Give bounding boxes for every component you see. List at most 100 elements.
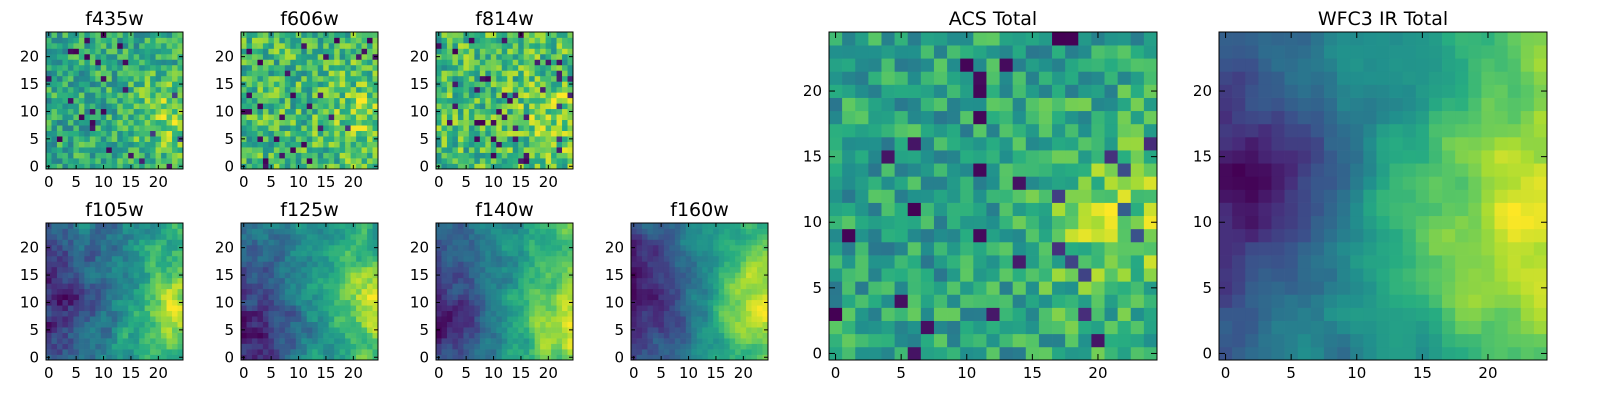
heatmap-cell (139, 158, 145, 164)
heatmap-cell (128, 250, 135, 257)
heatmap-cell (144, 305, 151, 312)
heatmap-cell (702, 327, 709, 333)
heatmap-cell (540, 299, 546, 306)
heatmap-cell (306, 327, 313, 333)
heatmap-cell (680, 244, 687, 251)
heatmap-cell (279, 272, 286, 279)
heatmap-cell (562, 321, 568, 328)
heatmap-cell (172, 266, 178, 273)
heatmap-cell (490, 272, 497, 279)
heatmap-cell (512, 349, 519, 355)
heatmap-cell (133, 338, 140, 344)
heatmap-cell (1052, 346, 1066, 361)
heatmap-cell (301, 86, 308, 93)
heatmap-cell (62, 294, 69, 301)
heatmap-cell (155, 239, 162, 246)
heatmap-cell (279, 103, 286, 110)
heatmap-cell (702, 250, 709, 257)
heatmap-cell (67, 42, 74, 49)
heatmap-cell (474, 327, 481, 333)
heatmap-cell (1038, 320, 1053, 335)
heatmap-cell (67, 147, 74, 153)
heatmap-cell (545, 130, 552, 137)
heatmap-cell (144, 114, 151, 121)
heatmap-cell (361, 261, 368, 268)
heatmap-cell (702, 244, 709, 251)
heatmap-cell (128, 310, 135, 317)
heatmap-cell (567, 261, 574, 268)
heatmap-cell (523, 48, 530, 55)
heatmap-cell (301, 114, 308, 121)
heatmap-cell (73, 343, 80, 350)
heatmap-cell (177, 130, 184, 137)
heatmap-cell (295, 64, 302, 71)
heatmap-cell (334, 75, 340, 82)
heatmap-cell (73, 338, 80, 344)
heatmap-cell (323, 147, 330, 153)
heatmap-cell (155, 349, 162, 355)
heatmap-cell (241, 228, 247, 235)
heatmap-cell (46, 305, 52, 312)
heatmap-cell (172, 64, 178, 71)
y-tick-label: 10 (605, 293, 624, 311)
heatmap-cell (757, 349, 763, 355)
heatmap-cell (829, 307, 843, 321)
heatmap-cell (1012, 307, 1027, 321)
heatmap-cell (356, 163, 362, 170)
heatmap-cell (457, 349, 464, 355)
heatmap-cell (317, 338, 324, 344)
heatmap-cell (567, 32, 574, 38)
heatmap-cell (166, 103, 173, 110)
heatmap-cell (78, 244, 85, 251)
heatmap-cell (262, 37, 269, 44)
heatmap-cell (350, 37, 357, 44)
heatmap-cell (868, 255, 882, 269)
heatmap-cell (177, 119, 184, 126)
heatmap-cell (518, 70, 525, 77)
heatmap-cell (51, 349, 58, 355)
heatmap-cell (317, 97, 324, 104)
heatmap-cell (106, 294, 113, 301)
heatmap-cell (306, 152, 313, 159)
heatmap-cell (729, 294, 736, 301)
heatmap-cell (441, 349, 448, 355)
heatmap-cell (1130, 268, 1145, 282)
heatmap-cell (306, 261, 313, 268)
heatmap-cell (490, 338, 497, 344)
heatmap-cell (89, 244, 96, 251)
heatmap-cell (999, 228, 1014, 243)
heatmap-cell (441, 250, 448, 257)
heatmap-cell (457, 228, 464, 235)
heatmap-cell (512, 305, 519, 312)
heatmap-cell (284, 42, 291, 49)
heatmap-cell (361, 108, 368, 115)
heatmap-cell (479, 305, 486, 312)
heatmap-cell (312, 130, 319, 137)
heatmap-cell (323, 53, 330, 60)
heatmap-cell (290, 332, 297, 339)
heatmap-cell (545, 48, 552, 55)
heatmap-cell (501, 48, 508, 55)
heatmap-cell (273, 119, 280, 126)
heatmap-cell (463, 338, 470, 344)
heatmap-cell (56, 75, 63, 82)
heatmap-cell (540, 349, 546, 355)
heatmap-cell (317, 349, 324, 355)
heatmap-cell (73, 332, 80, 339)
heatmap-cell (155, 338, 162, 344)
heatmap-cell (301, 75, 308, 82)
heatmap-cell (301, 288, 308, 295)
heatmap-cell (534, 255, 541, 262)
heatmap-cell (122, 305, 129, 312)
heatmap-cell (84, 70, 91, 77)
heatmap-cell (680, 266, 687, 273)
heatmap-cell (317, 239, 324, 246)
heatmap-cell (345, 158, 351, 164)
heatmap-cell (647, 332, 654, 339)
heatmap-cell (345, 64, 351, 71)
heatmap-cell (436, 48, 442, 55)
heatmap-cell (328, 255, 335, 262)
heatmap-cell (246, 310, 253, 317)
x-tick-label: 0 (44, 364, 54, 382)
heatmap-cell (122, 277, 129, 284)
